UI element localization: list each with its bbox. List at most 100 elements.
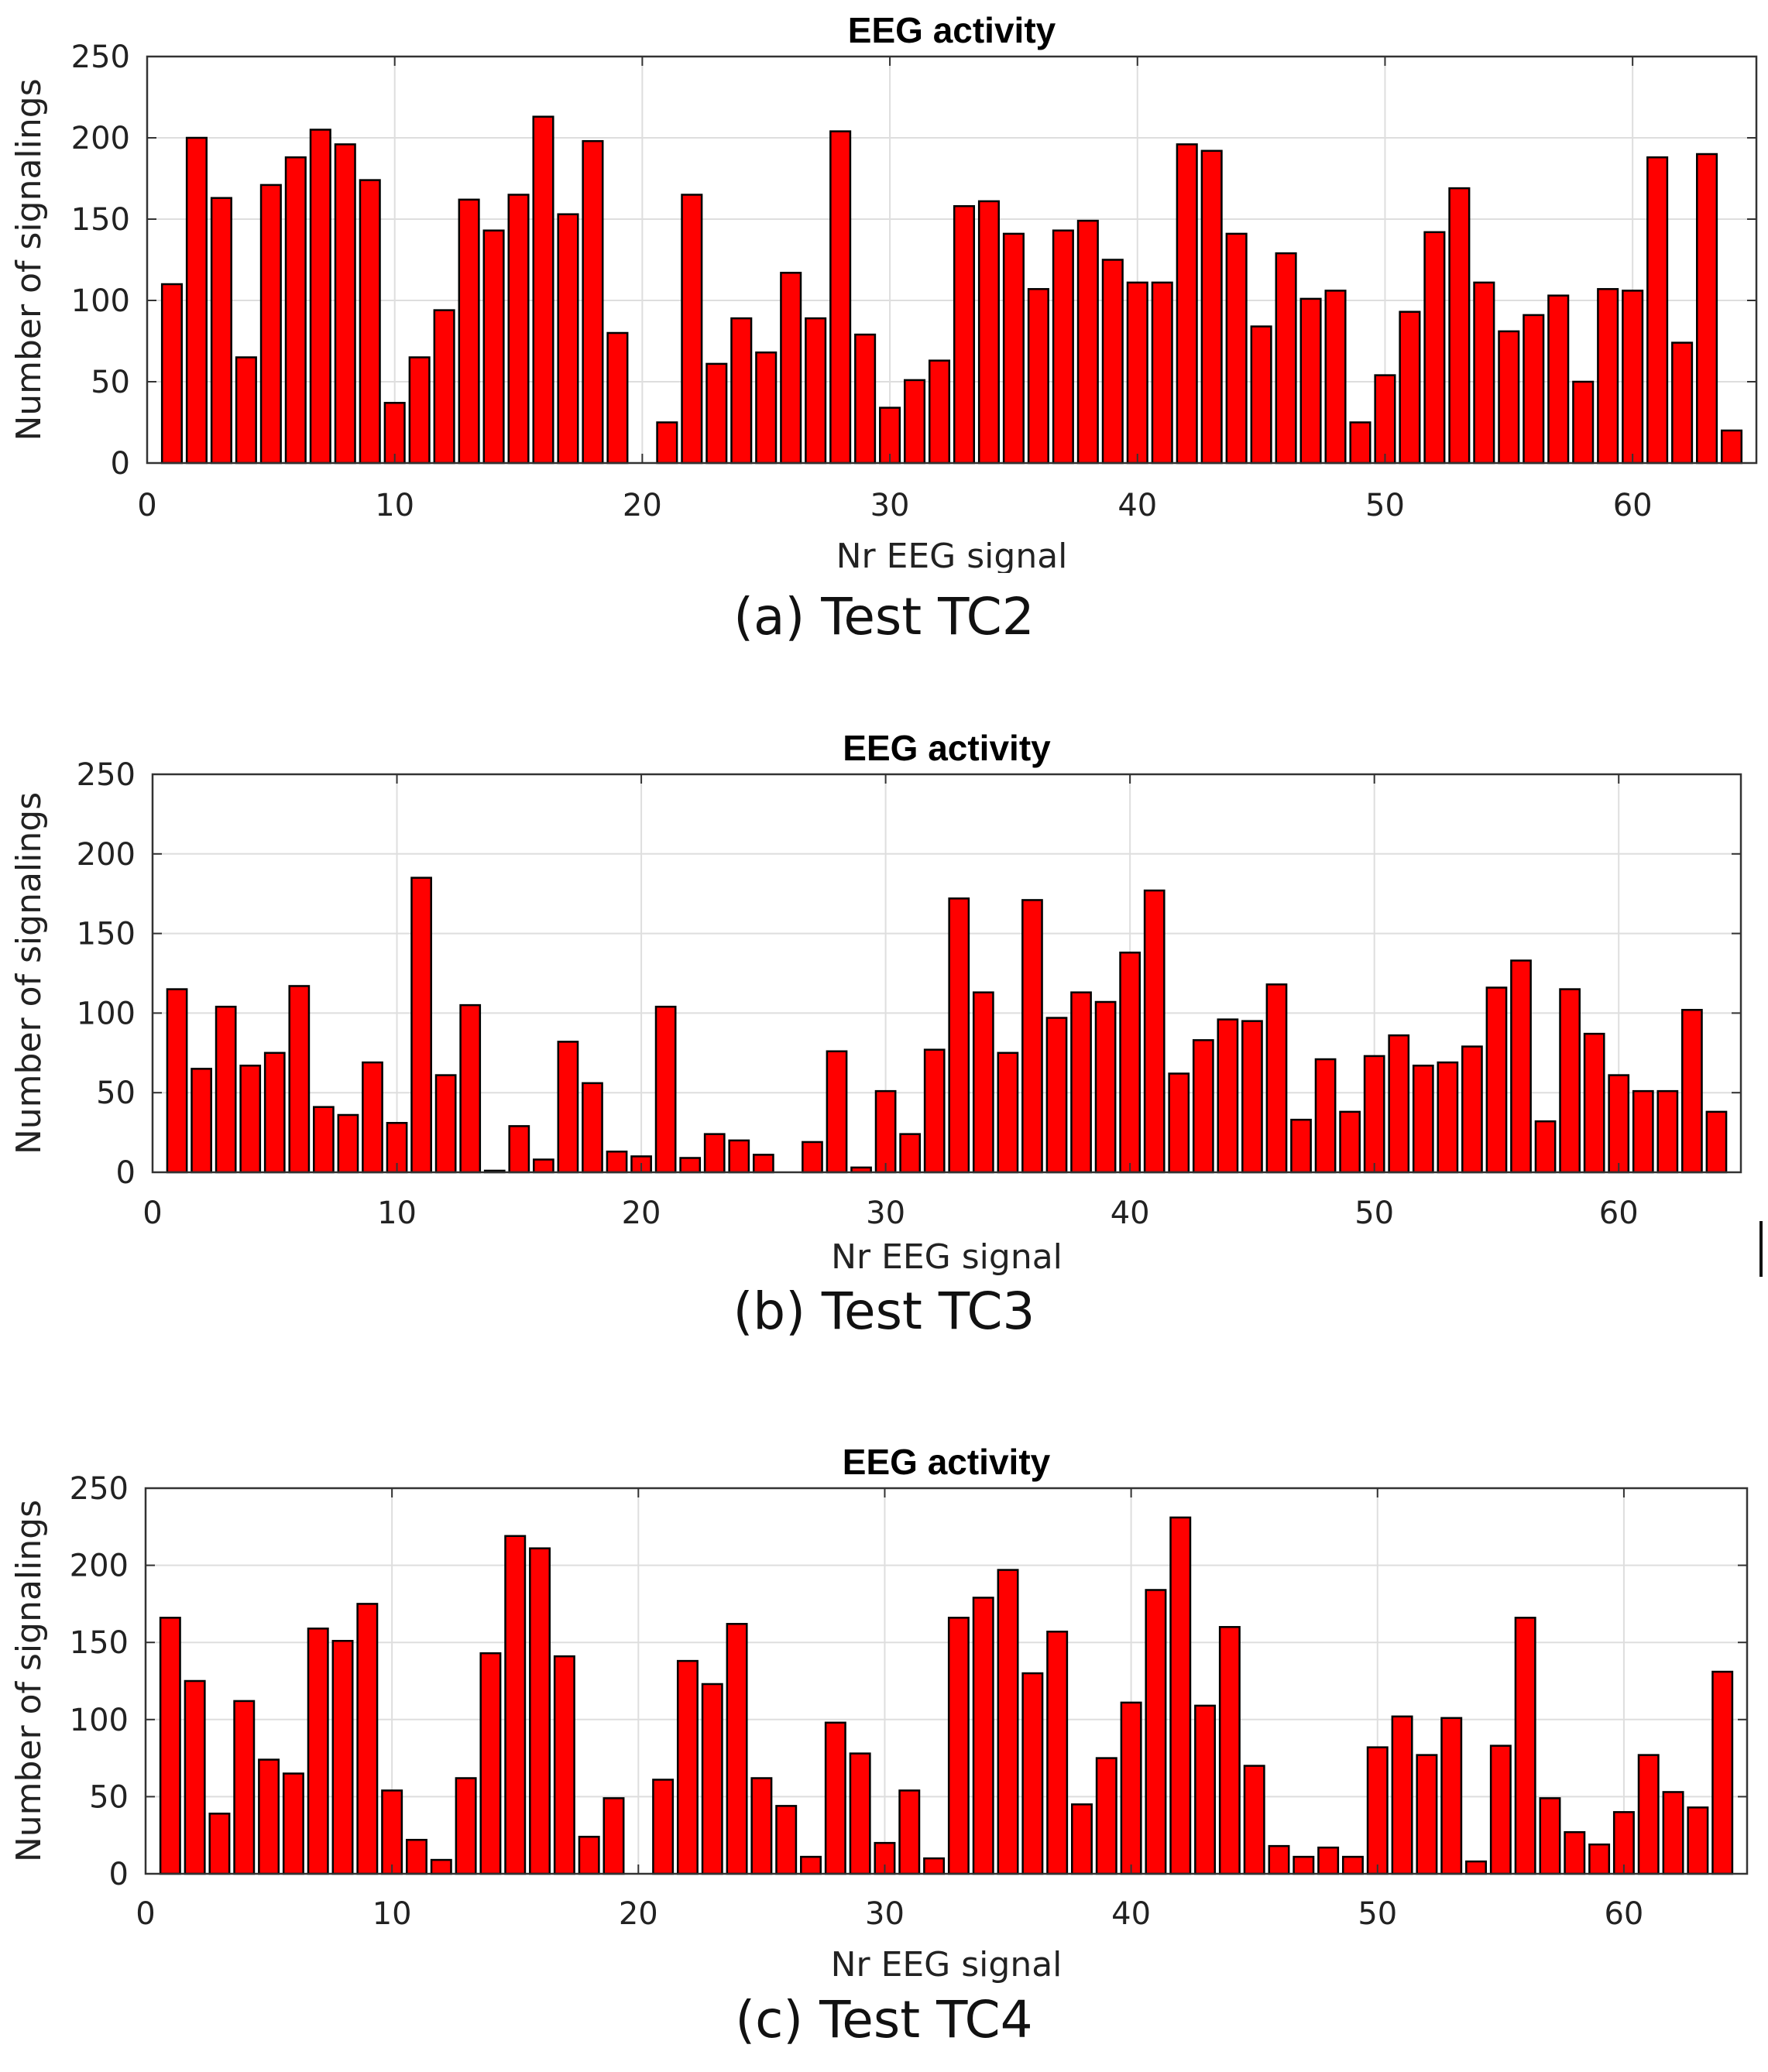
bar-27 xyxy=(800,1855,822,1875)
bar-55 xyxy=(1498,330,1520,465)
bar-47 xyxy=(1290,1118,1312,1174)
bar-8 xyxy=(337,1113,359,1174)
bar-59 xyxy=(1583,1032,1605,1174)
bar-17 xyxy=(557,213,579,465)
bar-34 xyxy=(972,1597,994,1875)
bar-27 xyxy=(802,1141,823,1174)
bar-33 xyxy=(948,897,970,1174)
bar-56 xyxy=(1514,1617,1536,1875)
bar-21 xyxy=(656,421,678,465)
bar-25 xyxy=(755,351,778,465)
bar-9 xyxy=(356,1603,379,1875)
bar-38 xyxy=(1071,1803,1093,1875)
bar-15 xyxy=(508,1125,530,1174)
bar-51 xyxy=(1388,1034,1410,1174)
bar-26 xyxy=(780,272,802,465)
caption-tc4: (c) Test TC4 xyxy=(735,1990,1033,2050)
bar-14 xyxy=(479,1652,502,1875)
bar-51 xyxy=(1399,310,1421,465)
bar-7 xyxy=(309,129,331,465)
y-tick-label: 100 xyxy=(77,996,136,1031)
y-tick-label: 250 xyxy=(71,39,130,75)
axes-frame xyxy=(151,773,1742,1174)
bar-62 xyxy=(1662,1791,1684,1875)
bar-43 xyxy=(1200,149,1223,465)
bar-14 xyxy=(482,229,505,465)
y-tick-label: 100 xyxy=(71,283,130,319)
y-tick-label: 0 xyxy=(116,1155,136,1191)
bar-19 xyxy=(606,331,629,465)
caption-tc3: (b) Test TC3 xyxy=(733,1281,1035,1341)
bar-53 xyxy=(1448,187,1471,465)
y-axis-label: Number of signalings xyxy=(9,78,49,441)
bar-41 xyxy=(1145,1589,1167,1875)
bar-49 xyxy=(1349,421,1371,465)
bar-5 xyxy=(263,1051,286,1174)
x-tick-label: 60 xyxy=(1599,1196,1639,1231)
bar-31 xyxy=(899,1133,922,1174)
bar-59 xyxy=(1597,288,1619,465)
y-tick-label: 100 xyxy=(70,1703,129,1738)
bar-17 xyxy=(553,1655,575,1875)
bar-46 xyxy=(1268,1844,1290,1875)
bar-56 xyxy=(1510,959,1532,1174)
bar-13 xyxy=(459,1003,482,1174)
bar-16 xyxy=(532,115,554,465)
bar-23 xyxy=(703,1133,726,1174)
bar-50 xyxy=(1366,1746,1389,1875)
bar-40 xyxy=(1119,952,1141,1174)
x-tick-label: 50 xyxy=(1354,1196,1394,1231)
bar-5 xyxy=(258,1758,280,1875)
bar-11 xyxy=(405,1838,427,1875)
chart-title: EEG activity xyxy=(848,10,1056,50)
x-tick-label: 40 xyxy=(1111,1196,1150,1231)
y-tick-label: 200 xyxy=(70,1549,129,1584)
x-tick-label: 20 xyxy=(623,488,662,523)
bar-59 xyxy=(1588,1843,1611,1875)
x-tick-label: 20 xyxy=(619,1896,658,1932)
bar-58 xyxy=(1572,380,1595,465)
bar-36 xyxy=(1027,288,1049,465)
bar-13 xyxy=(458,198,480,465)
bar-chart-tc2: 0 10 20 30 40 50 60 0 50 100 150 200 250 EEG activity… xyxy=(9,10,1758,573)
bar-12 xyxy=(430,1858,452,1875)
x-axis-label: Nr EEG signal xyxy=(831,1945,1063,1985)
bar-18 xyxy=(582,1082,603,1174)
bar-58 xyxy=(1559,988,1581,1174)
x-tick-label: 10 xyxy=(375,488,414,523)
bar-1 xyxy=(160,283,184,465)
bar-64 xyxy=(1705,1110,1728,1174)
x-axis-label: Nr EEG signal xyxy=(836,537,1068,573)
bar-21 xyxy=(654,1005,677,1174)
bar-37 xyxy=(1046,1631,1069,1875)
bar-33 xyxy=(953,204,976,465)
x-tick-label: 30 xyxy=(865,1896,905,1932)
bar-4 xyxy=(235,356,257,465)
bar-42 xyxy=(1169,1516,1192,1875)
bar-46 xyxy=(1265,983,1288,1174)
bar-21 xyxy=(652,1779,675,1875)
bar-11 xyxy=(410,876,432,1174)
chart-title: EEG activity xyxy=(843,1442,1051,1482)
chart-title: EEG activity xyxy=(843,728,1051,768)
bar-38 xyxy=(1070,991,1092,1174)
bar-34 xyxy=(972,991,994,1174)
bar-22 xyxy=(679,1157,702,1174)
bar-31 xyxy=(898,1789,921,1875)
bar-34 xyxy=(977,200,1000,465)
bar-23 xyxy=(705,362,728,465)
bar-35 xyxy=(997,1051,1019,1174)
bar-32 xyxy=(923,1048,946,1174)
x-tick-label: 30 xyxy=(866,1196,905,1231)
bar-42 xyxy=(1176,143,1198,465)
bar-56 xyxy=(1523,314,1545,465)
bar-1 xyxy=(166,988,188,1174)
bar-32 xyxy=(928,359,951,465)
bar-8 xyxy=(331,1639,354,1875)
x-tick-label: 40 xyxy=(1111,1896,1151,1932)
x-tick-label: 0 xyxy=(142,1196,162,1231)
bar-52 xyxy=(1416,1754,1438,1875)
bar-41 xyxy=(1151,281,1173,465)
bar-33 xyxy=(947,1617,970,1875)
bar-19 xyxy=(602,1797,625,1875)
